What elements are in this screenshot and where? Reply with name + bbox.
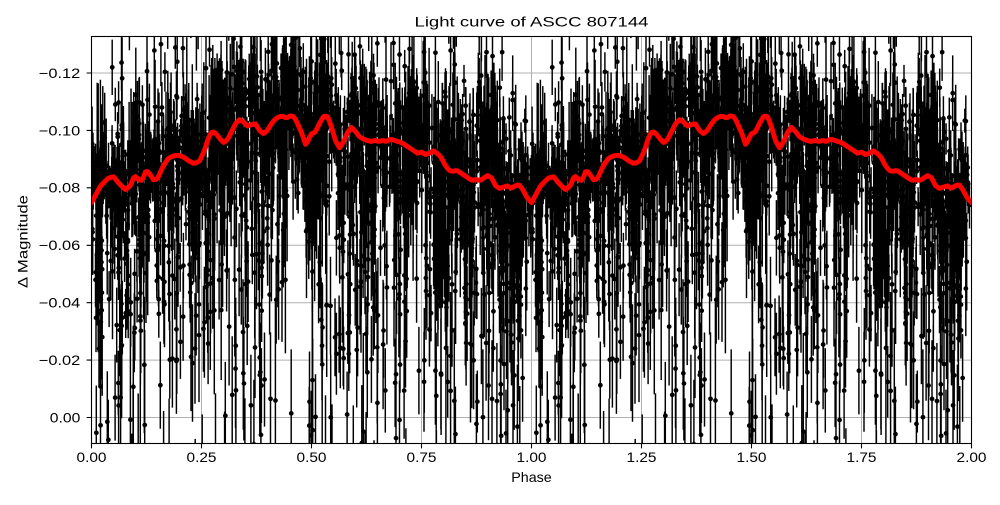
svg-text:−0.12: −0.12 bbox=[39, 65, 81, 81]
svg-text:−0.04: −0.04 bbox=[39, 295, 81, 311]
svg-text:Phase: Phase bbox=[511, 469, 552, 485]
svg-text:−0.06: −0.06 bbox=[39, 237, 81, 253]
svg-text:1.75: 1.75 bbox=[847, 449, 877, 465]
svg-text:1.00: 1.00 bbox=[517, 449, 547, 465]
svg-text:1.50: 1.50 bbox=[737, 449, 767, 465]
svg-text:0.25: 0.25 bbox=[187, 449, 217, 465]
svg-text:0.00: 0.00 bbox=[50, 409, 81, 425]
svg-text:−0.02: −0.02 bbox=[39, 352, 81, 368]
svg-text:0.00: 0.00 bbox=[77, 449, 107, 465]
svg-text:2.00: 2.00 bbox=[957, 449, 987, 465]
svg-text:0.75: 0.75 bbox=[407, 449, 437, 465]
svg-text:−0.10: −0.10 bbox=[39, 122, 81, 138]
svg-text:Light curve of ASCC 807144: Light curve of ASCC 807144 bbox=[415, 14, 649, 30]
svg-text:−0.08: −0.08 bbox=[39, 180, 81, 196]
svg-text:0.50: 0.50 bbox=[297, 449, 327, 465]
svg-text:Δ Magnitude: Δ Magnitude bbox=[15, 195, 31, 288]
svg-text:1.25: 1.25 bbox=[627, 449, 657, 465]
